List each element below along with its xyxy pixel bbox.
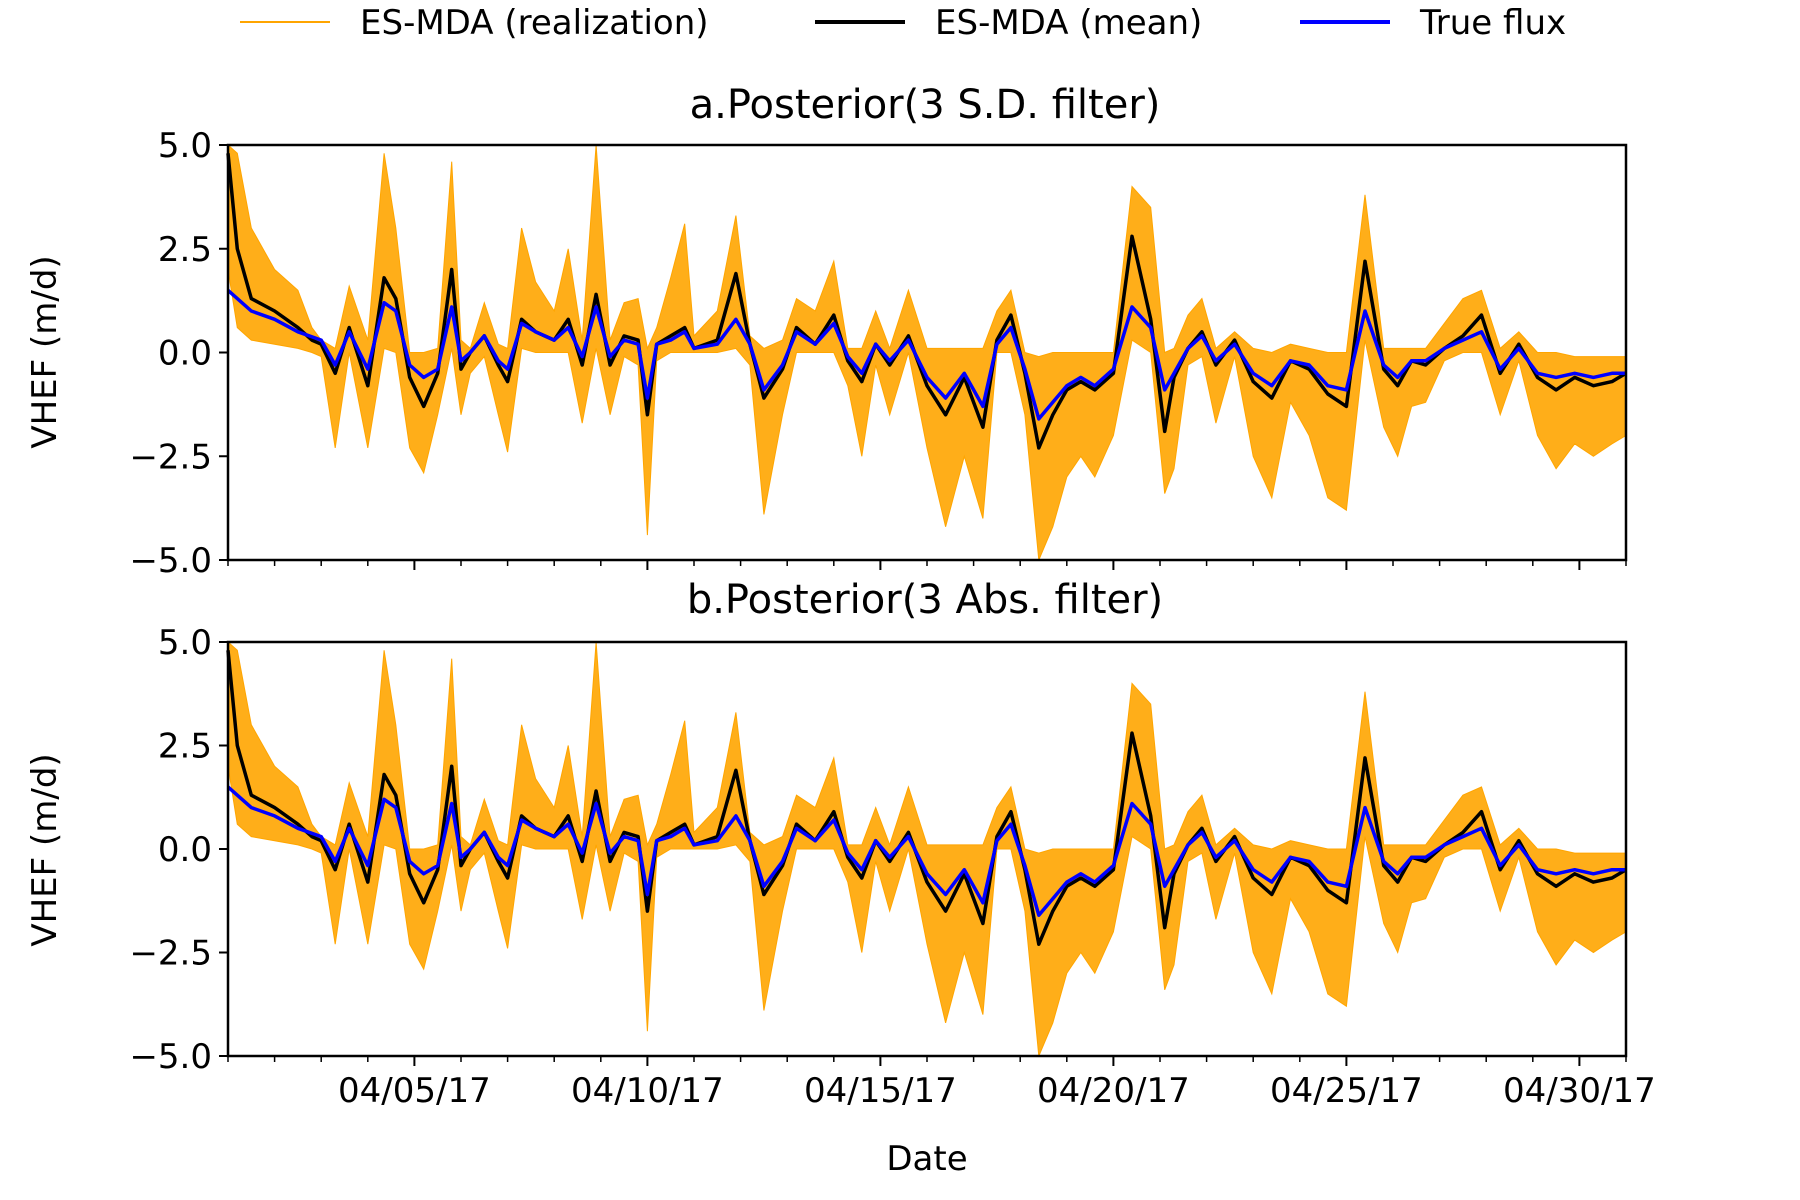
panel-b-xtick-label: 04/15/17 — [804, 1071, 957, 1111]
panel-b-xtick-label: 04/25/17 — [1270, 1071, 1423, 1111]
panel-a-ytick-label: 2.5 — [158, 230, 212, 270]
panel-b-ytick-label: 2.5 — [158, 727, 212, 767]
panel-b-ylabel: VHEF (m/d) — [25, 753, 65, 946]
panel-a-ytick-label: −5.0 — [129, 541, 212, 581]
panel-b-plot — [226, 640, 1627, 1057]
legend: ES-MDA (realization) ES-MDA (mean) True … — [240, 3, 1566, 43]
panel-b-realization-band — [227, 640, 1627, 1057]
panel-b-ytick-label: −2.5 — [129, 934, 212, 974]
panel-a-true-flux-line — [226, 288, 1626, 421]
panel-b-xtick-label: 04/05/17 — [338, 1071, 491, 1111]
panel-a-ytick-label: 0.0 — [158, 334, 212, 374]
legend-entry-realization: ES-MDA (realization) — [240, 3, 709, 43]
legend-label-realization: ES-MDA (realization) — [360, 3, 709, 43]
legend-entry-mean: ES-MDA (mean) — [815, 3, 1202, 43]
panel-a-xaxis — [227, 560, 1627, 570]
panel-a-plot — [226, 143, 1627, 561]
panel-a-ytick-label: 5.0 — [158, 126, 212, 166]
panel-b-xaxis: 04/05/17 04/10/17 04/15/17 04/20/17 04/25/17… — [227, 1056, 1656, 1111]
panel-a-frame — [226, 143, 1628, 562]
legend-label-mean: ES-MDA (mean) — [935, 3, 1202, 43]
panel-a-ylabel: VHEF (m/d) — [25, 255, 65, 448]
panel-a-yaxis: 5.0 2.5 0.0 −2.5 −5.0 — [129, 126, 228, 581]
legend-label-true-flux: True flux — [1419, 3, 1566, 43]
panel-b-frame — [226, 640, 1628, 1058]
panel-b-xtick-label: 04/20/17 — [1037, 1071, 1190, 1111]
panel-b-ytick-label: 0.0 — [158, 830, 212, 870]
panel-a-realization-band — [227, 143, 1627, 561]
panel-a-ytick-label: −2.5 — [129, 437, 212, 477]
panel-b-ytick-label: −5.0 — [129, 1037, 212, 1077]
panel-b-yaxis: 5.0 2.5 0.0 −2.5 −5.0 — [129, 623, 228, 1077]
panel-b-ytick-label: 5.0 — [158, 623, 212, 663]
panel-b: b.Posterior(3 Abs. filter) VHEF (m/d) 5.… — [25, 577, 1656, 1111]
panel-a-title: a.Posterior(3 S.D. filter) — [690, 82, 1161, 128]
x-axis-label: Date — [886, 1139, 967, 1179]
legend-entry-true-flux: True flux — [1300, 3, 1566, 43]
panel-b-true-flux-line — [226, 785, 1626, 917]
panel-b-xtick-label: 04/30/17 — [1503, 1071, 1656, 1111]
panel-a: a.Posterior(3 S.D. filter) VHEF (m/d) 5.… — [25, 82, 1628, 581]
panel-b-title: b.Posterior(3 Abs. filter) — [687, 577, 1163, 623]
panel-b-xtick-label: 04/10/17 — [571, 1071, 724, 1111]
